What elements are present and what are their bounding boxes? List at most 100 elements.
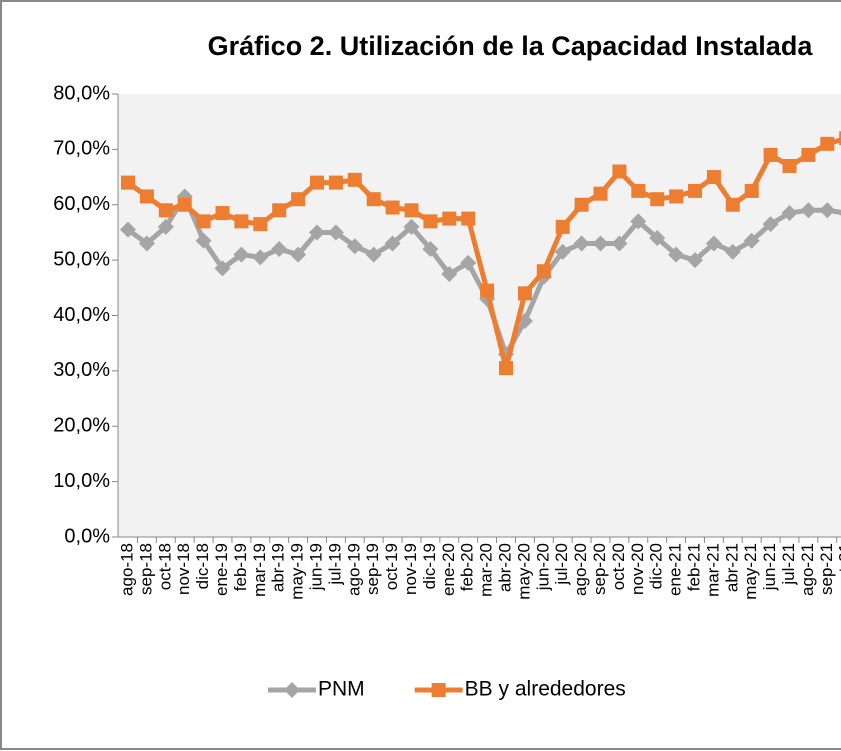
y-tick-label: 80,0% — [53, 82, 110, 104]
x-tick-label: jul-20 — [552, 543, 571, 586]
marker — [725, 197, 740, 212]
marker — [403, 218, 420, 235]
y-tick-label: 20,0% — [53, 415, 110, 437]
marker — [233, 246, 250, 263]
marker — [157, 218, 174, 235]
marker — [177, 197, 192, 212]
marker — [441, 265, 458, 282]
marker — [347, 172, 362, 187]
plot-area — [118, 94, 841, 537]
x-tick-label: feb-20 — [458, 543, 477, 591]
marker — [612, 164, 627, 179]
marker — [801, 147, 816, 162]
x-tick-label: dic-20 — [647, 543, 666, 589]
x-tick-label: oct-19 — [382, 543, 401, 590]
marker — [365, 246, 382, 263]
x-tick-label: nov-19 — [401, 543, 420, 595]
chart-title: Gráfico 2. Utilización de la Capacidad I… — [208, 31, 814, 61]
marker — [423, 214, 438, 229]
y-tick-label: 10,0% — [53, 470, 110, 492]
marker — [820, 136, 835, 151]
x-tick-label: ene-21 — [666, 543, 685, 596]
x-tick-label: abr-21 — [722, 543, 741, 592]
marker — [743, 232, 760, 249]
marker — [536, 264, 551, 279]
marker — [252, 249, 269, 266]
marker — [800, 202, 817, 219]
marker — [724, 243, 741, 260]
marker — [593, 186, 608, 201]
marker — [272, 203, 287, 218]
marker — [195, 232, 212, 249]
marker — [669, 189, 684, 204]
marker — [838, 210, 841, 216]
marker — [592, 235, 609, 252]
marker — [649, 229, 666, 246]
x-tick-label: ago-21 — [798, 543, 817, 596]
marker — [215, 206, 230, 221]
x-tick-label: oct-18 — [155, 543, 174, 590]
x-tick-label: feb-19 — [231, 543, 250, 591]
marker — [631, 183, 646, 198]
x-tick-label: mar-20 — [477, 543, 496, 597]
marker — [120, 221, 136, 238]
marker — [611, 235, 628, 252]
marker — [782, 158, 797, 173]
marker — [346, 238, 363, 255]
marker — [461, 211, 476, 226]
marker — [328, 175, 343, 190]
x-tick-label: mar-21 — [703, 543, 722, 597]
marker — [574, 197, 589, 212]
x-tick-label: ago-19 — [344, 543, 363, 596]
marker — [327, 224, 344, 241]
marker — [121, 175, 135, 190]
marker — [384, 235, 401, 252]
marker — [310, 175, 324, 190]
x-tick-label: may-20 — [514, 543, 533, 600]
legend-label: BB y alrededores — [465, 678, 626, 701]
marker — [819, 202, 836, 219]
marker — [404, 203, 419, 218]
marker — [630, 213, 647, 230]
x-tick-label: oct-21 — [836, 543, 841, 590]
legend-marker — [284, 682, 300, 698]
marker — [271, 241, 288, 258]
x-tick-label: may-19 — [288, 543, 307, 600]
marker — [234, 214, 249, 229]
marker — [762, 216, 779, 233]
x-tick-label: abr-19 — [269, 543, 288, 592]
x-tick-label: sep-21 — [817, 543, 836, 595]
marker — [196, 214, 211, 229]
x-tick-label: ene-20 — [439, 543, 458, 596]
x-tick-label: sep-19 — [363, 543, 382, 595]
legend-marker — [431, 683, 446, 697]
x-tick-label: feb-21 — [684, 543, 703, 591]
marker — [573, 235, 590, 252]
marker — [385, 200, 400, 215]
marker — [422, 241, 439, 258]
x-tick-label: jun-20 — [533, 543, 552, 591]
x-tick-label: ago-20 — [571, 543, 590, 596]
marker — [460, 254, 477, 271]
x-tick-label: sep-18 — [136, 543, 155, 595]
x-tick-label: dic-19 — [420, 543, 439, 589]
legend-label: PNM — [318, 678, 365, 701]
marker — [290, 246, 307, 263]
y-tick-label: 60,0% — [53, 193, 110, 215]
y-tick-label: 70,0% — [53, 138, 110, 160]
x-tick-label: jul-19 — [325, 543, 344, 586]
x-tick-label: jun-21 — [760, 543, 779, 591]
marker — [366, 192, 381, 207]
marker — [781, 205, 798, 222]
marker — [763, 147, 778, 162]
y-tick-label: 30,0% — [53, 359, 110, 381]
marker — [139, 189, 154, 204]
marker — [650, 192, 665, 207]
y-tick-label: 0,0% — [64, 525, 110, 547]
y-tick-label: 40,0% — [53, 304, 110, 326]
marker — [138, 235, 155, 252]
marker — [839, 131, 841, 146]
x-tick-label: abr-20 — [495, 543, 514, 592]
y-tick-label: 50,0% — [53, 248, 110, 270]
